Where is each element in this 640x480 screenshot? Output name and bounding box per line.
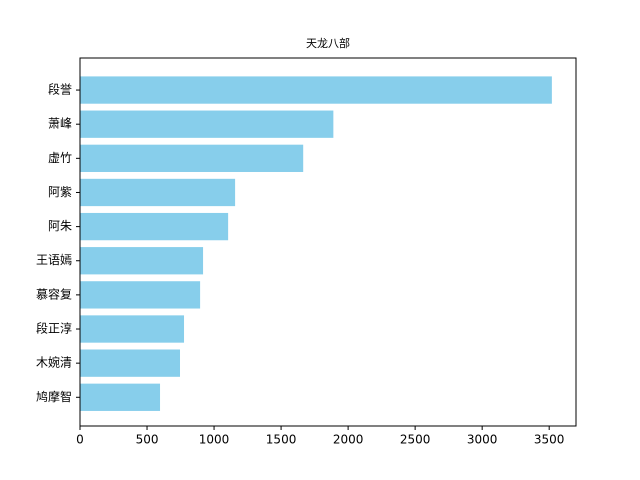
- plot-frame: [79, 57, 577, 427]
- bar: [80, 315, 185, 343]
- chart-title: 天龙八部: [306, 36, 350, 50]
- y-tick-label: 段誉: [48, 82, 72, 97]
- y-tick-label: 虚竹: [48, 151, 72, 165]
- x-tick-label: 2500: [400, 433, 431, 447]
- y-tick-label: 王语嫣: [36, 253, 72, 267]
- bar: [80, 178, 236, 207]
- bar: [80, 144, 304, 172]
- y-tick-label: 木婉清: [36, 355, 72, 370]
- x-tick-label: 1000: [199, 433, 230, 447]
- y-tick-label: 阿朱: [48, 219, 72, 233]
- bar: [80, 110, 334, 138]
- x-tick-label: 1500: [266, 433, 297, 447]
- y-tick-label: 鸠摩智: [36, 389, 72, 404]
- x-tick-label: 3500: [534, 433, 565, 447]
- x-tick-label: 2000: [333, 433, 364, 447]
- y-tick-label: 段正淳: [36, 321, 72, 336]
- x-tick-label: 3000: [467, 433, 498, 447]
- x-tick-label: 0: [76, 433, 84, 447]
- y-tick-label: 萧峰: [48, 117, 72, 131]
- bar: [80, 247, 204, 275]
- bar: [80, 212, 229, 241]
- bar: [80, 281, 201, 309]
- bar: [80, 383, 161, 411]
- bar: [80, 76, 552, 104]
- y-tick-label: 慕容复: [36, 286, 72, 301]
- x-tick-label: 500: [136, 433, 159, 447]
- y-tick-label: 阿紫: [48, 185, 72, 199]
- bar: [80, 349, 181, 377]
